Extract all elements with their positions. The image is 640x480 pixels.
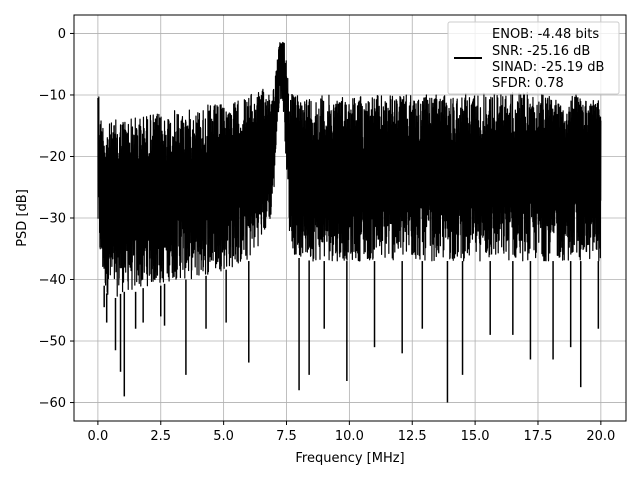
legend-enob: ENOB: -4.48 bits	[492, 27, 599, 42]
x-tick-label: 17.5	[524, 429, 553, 444]
x-tick-label: 10.0	[335, 429, 364, 444]
y-tick-label: 0	[58, 27, 66, 42]
legend-sinad: SINAD: -25.19 dB	[492, 60, 604, 75]
x-tick-label: 12.5	[398, 429, 427, 444]
y-axis-ticks: 0 −10 −20 −30 −40 −50 −60	[39, 27, 74, 411]
y-tick-label: −30	[39, 212, 66, 227]
x-tick-label: 20.0	[586, 429, 615, 444]
y-tick-label: −50	[39, 335, 66, 350]
x-axis-ticks: 0.0 2.5 5.0 7.5 10.0 12.5 15.0 17.5 20.0	[88, 421, 615, 444]
y-tick-label: −10	[39, 88, 66, 103]
x-tick-label: 7.5	[276, 429, 297, 444]
psd-trace	[97, 41, 602, 297]
x-axis-label: Frequency [MHz]	[295, 451, 404, 466]
legend-snr: SNR: -25.16 dB	[492, 44, 590, 59]
legend-sfdr: SFDR: 0.78	[492, 76, 564, 91]
y-tick-label: −20	[39, 150, 66, 165]
x-tick-label: 5.0	[213, 429, 234, 444]
x-tick-label: 2.5	[150, 429, 171, 444]
x-tick-label: 15.0	[461, 429, 490, 444]
y-tick-label: −40	[39, 273, 66, 288]
legend: ENOB: -4.48 bits SNR: -25.16 dB SINAD: -…	[447, 21, 620, 95]
psd-series	[97, 41, 602, 403]
x-tick-label: 0.0	[88, 429, 109, 444]
legend-box	[447, 21, 620, 95]
y-tick-label: −60	[39, 396, 66, 411]
y-axis-label: PSD [dB]	[15, 189, 30, 247]
